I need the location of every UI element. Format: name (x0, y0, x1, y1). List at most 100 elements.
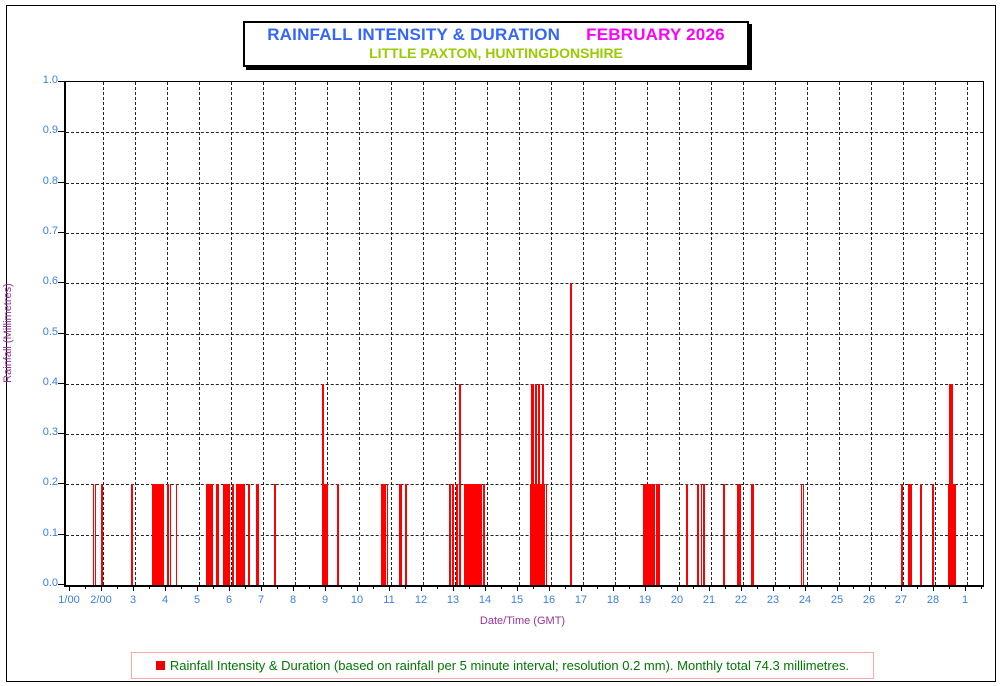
x-tick-label: 17 (574, 594, 588, 606)
x-tick (549, 586, 550, 591)
x-tick (805, 586, 806, 591)
x-tick (693, 586, 694, 589)
y-tick (58, 181, 64, 183)
y-tick (58, 231, 64, 233)
x-tick (981, 586, 982, 589)
rainfall-bar (216, 484, 219, 585)
rainfall-bar (538, 383, 540, 585)
x-gridline (775, 82, 776, 585)
y-tick (58, 282, 64, 284)
x-tick (405, 586, 406, 589)
x-gridline (135, 82, 136, 585)
rainfall-bar (452, 484, 454, 585)
x-gridline (487, 82, 488, 585)
chart-subtitle-location: LITTLE PAXTON, HUNTINGDONSHIRE (369, 45, 623, 61)
x-tick (533, 586, 534, 589)
y-tick-label: 0.2 (42, 476, 58, 489)
x-tick-label: 20 (670, 594, 684, 606)
x-tick (789, 586, 790, 589)
x-tick (469, 586, 470, 589)
legend-label: Rainfall Intensity & Duration (based on … (169, 658, 850, 673)
x-tick-label: 12 (414, 594, 428, 606)
x-tick (677, 586, 678, 591)
x-tick-label: 25 (830, 594, 844, 606)
x-gridline (263, 82, 264, 585)
y-tick-label: 0.1 (42, 526, 58, 539)
rainfall-bar (697, 484, 699, 585)
y-axis-title: Rainfall (Millimetres) (2, 283, 14, 383)
x-tick (661, 586, 662, 589)
y-tick-label: 0.3 (42, 426, 58, 439)
rainfall-bar (92, 484, 94, 585)
x-tick (133, 586, 134, 591)
x-tick-label: 18 (606, 594, 620, 606)
rainfall-bar (459, 383, 461, 585)
x-gridline (551, 82, 552, 585)
y-tick-label: 0.4 (42, 375, 58, 388)
x-tick (165, 586, 166, 591)
x-gridline (103, 82, 104, 585)
y-tick-label: 0.7 (42, 224, 58, 237)
x-tick-label: 10 (350, 594, 364, 606)
x-tick (197, 586, 198, 591)
rainfall-bar (545, 484, 547, 585)
x-tick (597, 586, 598, 589)
y-tick (58, 433, 64, 435)
x-tick (357, 586, 358, 591)
x-tick-label: 22 (734, 594, 748, 606)
rainfall-bar (386, 484, 388, 585)
y-tick-label: 1.0 (42, 74, 58, 86)
x-gridline (359, 82, 360, 585)
y-tick-label: 0.5 (42, 325, 58, 338)
x-axis-title: Date/Time (GMT) (479, 615, 566, 627)
y-tick (58, 584, 64, 585)
rainfall-bar (131, 484, 133, 585)
x-gridline (391, 82, 392, 585)
chart-title: RAINFALL INTENSITY & DURATION (267, 25, 561, 44)
rainfall-bar (737, 484, 741, 585)
x-gridline (935, 82, 936, 585)
x-tick-label: 5 (193, 594, 201, 606)
y-gridline (66, 534, 983, 536)
y-gridline (66, 484, 983, 486)
x-tick (581, 586, 582, 591)
x-tick (821, 586, 822, 589)
x-tick (309, 586, 310, 589)
rainfall-bar (398, 484, 402, 585)
x-tick (709, 586, 710, 591)
y-gridline (66, 232, 983, 234)
x-tick-label: 15 (510, 594, 524, 606)
rainfall-bar (206, 484, 213, 585)
rainfall-bar (658, 484, 660, 585)
x-gridline (807, 82, 808, 585)
x-gridline (455, 82, 456, 585)
x-tick (101, 586, 102, 591)
y-tick-label: 0.8 (42, 174, 58, 187)
x-tick (453, 586, 454, 591)
x-tick (85, 586, 86, 589)
x-tick (965, 586, 966, 591)
y-tick-label: 0.0 (42, 577, 58, 589)
rainfall-bar (255, 484, 259, 585)
y-gridline (66, 182, 983, 184)
x-tick-label: 16 (542, 594, 556, 606)
y-gridline (66, 434, 983, 436)
x-gridline (327, 82, 328, 585)
x-tick (293, 586, 294, 591)
y-tick (58, 81, 64, 82)
rainfall-bar (381, 484, 386, 585)
x-tick (229, 586, 230, 591)
x-gridline (231, 82, 232, 585)
x-tick-label: 24 (798, 594, 812, 606)
x-tick (181, 586, 182, 589)
rainfall-bar (273, 484, 276, 585)
x-tick-label: 8 (289, 594, 297, 606)
x-tick (261, 586, 262, 591)
x-tick (741, 586, 742, 591)
x-gridline (295, 82, 296, 585)
x-tick (277, 586, 278, 589)
rainfall-bar (464, 484, 482, 585)
rainfall-bar (324, 484, 328, 585)
rainfall-bar (223, 484, 230, 585)
rainfall-bar (247, 484, 250, 585)
